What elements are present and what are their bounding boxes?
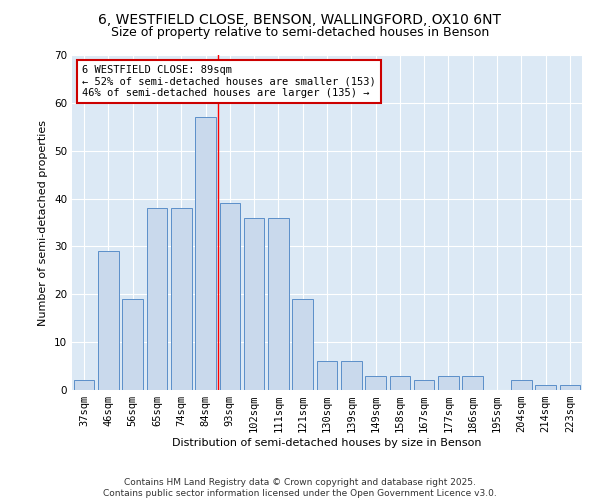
Bar xyxy=(438,376,459,390)
Bar xyxy=(220,204,240,390)
Y-axis label: Number of semi-detached properties: Number of semi-detached properties xyxy=(38,120,49,326)
Bar xyxy=(389,376,410,390)
Bar xyxy=(122,299,143,390)
Bar xyxy=(292,299,313,390)
Bar xyxy=(244,218,265,390)
Bar xyxy=(535,385,556,390)
Text: 6, WESTFIELD CLOSE, BENSON, WALLINGFORD, OX10 6NT: 6, WESTFIELD CLOSE, BENSON, WALLINGFORD,… xyxy=(98,12,502,26)
Bar xyxy=(171,208,191,390)
Bar xyxy=(365,376,386,390)
Bar xyxy=(560,385,580,390)
Bar xyxy=(74,380,94,390)
Bar xyxy=(195,117,216,390)
Bar xyxy=(317,362,337,390)
Text: Size of property relative to semi-detached houses in Benson: Size of property relative to semi-detach… xyxy=(111,26,489,39)
Bar xyxy=(414,380,434,390)
Bar xyxy=(463,376,483,390)
Text: 6 WESTFIELD CLOSE: 89sqm
← 52% of semi-detached houses are smaller (153)
46% of : 6 WESTFIELD CLOSE: 89sqm ← 52% of semi-d… xyxy=(82,65,376,98)
Bar xyxy=(146,208,167,390)
Bar xyxy=(268,218,289,390)
Bar xyxy=(511,380,532,390)
X-axis label: Distribution of semi-detached houses by size in Benson: Distribution of semi-detached houses by … xyxy=(172,438,482,448)
Text: Contains HM Land Registry data © Crown copyright and database right 2025.
Contai: Contains HM Land Registry data © Crown c… xyxy=(103,478,497,498)
Bar xyxy=(341,362,362,390)
Bar xyxy=(98,251,119,390)
